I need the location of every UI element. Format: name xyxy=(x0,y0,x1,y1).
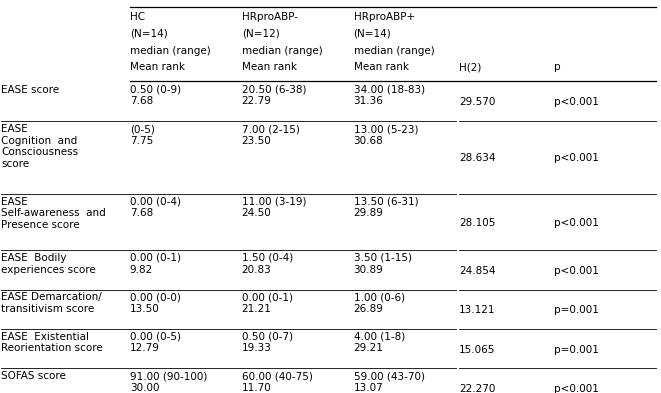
Text: 13.00 (5-23)
30.68: 13.00 (5-23) 30.68 xyxy=(354,124,418,146)
Text: 4.00 (1-8)
29.21: 4.00 (1-8) 29.21 xyxy=(354,332,405,353)
Text: 0.00 (0-1)
21.21: 0.00 (0-1) 21.21 xyxy=(242,292,293,314)
Text: 29.570: 29.570 xyxy=(459,97,495,107)
Text: EASE Demarcation/
transitivism score: EASE Demarcation/ transitivism score xyxy=(1,292,102,314)
Text: 20.50 (6-38)
22.79: 20.50 (6-38) 22.79 xyxy=(242,84,306,106)
Text: 0.00 (0-0)
13.50: 0.00 (0-0) 13.50 xyxy=(130,292,180,314)
Text: p<0.001: p<0.001 xyxy=(555,97,599,107)
Text: 1.50 (0-4)
20.83: 1.50 (0-4) 20.83 xyxy=(242,253,293,275)
Text: (0-5)
7.75: (0-5) 7.75 xyxy=(130,124,155,146)
Text: Mean rank: Mean rank xyxy=(354,62,408,72)
Text: 60.00 (40-75)
11.70: 60.00 (40-75) 11.70 xyxy=(242,371,313,393)
Text: 24.854: 24.854 xyxy=(459,266,495,276)
Text: 15.065: 15.065 xyxy=(459,345,495,354)
Text: 11.00 (3-19)
24.50: 11.00 (3-19) 24.50 xyxy=(242,197,306,219)
Text: EASE  Existential
Reorientation score: EASE Existential Reorientation score xyxy=(1,332,103,353)
Text: EASE  Bodily
experiences score: EASE Bodily experiences score xyxy=(1,253,96,275)
Text: 22.270: 22.270 xyxy=(459,384,495,393)
Text: 28.634: 28.634 xyxy=(459,154,495,163)
Text: SOFAS score: SOFAS score xyxy=(1,371,66,381)
Text: 3.50 (1-15)
30.89: 3.50 (1-15) 30.89 xyxy=(354,253,412,275)
Text: HRproABP-: HRproABP- xyxy=(242,12,297,22)
Text: 91.00 (90-100)
30.00: 91.00 (90-100) 30.00 xyxy=(130,371,207,393)
Text: p=0.001: p=0.001 xyxy=(555,305,599,315)
Text: p<0.001: p<0.001 xyxy=(555,266,599,276)
Text: 0.00 (0-4)
7.68: 0.00 (0-4) 7.68 xyxy=(130,197,180,219)
Text: EASE
Cognition  and
Consciousness
score: EASE Cognition and Consciousness score xyxy=(1,124,79,169)
Text: 0.00 (0-1)
9.82: 0.00 (0-1) 9.82 xyxy=(130,253,180,275)
Text: Mean rank: Mean rank xyxy=(130,62,184,72)
Text: 1.00 (0-6)
26.89: 1.00 (0-6) 26.89 xyxy=(354,292,405,314)
Text: 13.121: 13.121 xyxy=(459,305,495,315)
Text: p<0.001: p<0.001 xyxy=(555,218,599,228)
Text: 0.50 (0-9)
7.68: 0.50 (0-9) 7.68 xyxy=(130,84,181,106)
Text: (N=12): (N=12) xyxy=(242,29,280,39)
Text: 59.00 (43-70)
13.07: 59.00 (43-70) 13.07 xyxy=(354,371,424,393)
Text: HRproABP+: HRproABP+ xyxy=(354,12,414,22)
Text: (N=14): (N=14) xyxy=(130,29,167,39)
Text: p: p xyxy=(555,62,561,72)
Text: (N=14): (N=14) xyxy=(354,29,391,39)
Text: Mean rank: Mean rank xyxy=(242,62,297,72)
Text: 0.00 (0-5)
12.79: 0.00 (0-5) 12.79 xyxy=(130,332,180,353)
Text: median (range): median (range) xyxy=(130,46,210,55)
Text: median (range): median (range) xyxy=(354,46,434,55)
Text: p=0.001: p=0.001 xyxy=(555,345,599,354)
Text: H(2): H(2) xyxy=(459,62,481,72)
Text: median (range): median (range) xyxy=(242,46,323,55)
Text: 28.105: 28.105 xyxy=(459,218,495,228)
Text: 7.00 (2-15)
23.50: 7.00 (2-15) 23.50 xyxy=(242,124,299,146)
Text: EASE
Self-awareness  and
Presence score: EASE Self-awareness and Presence score xyxy=(1,197,106,230)
Text: p<0.001: p<0.001 xyxy=(555,384,599,393)
Text: EASE score: EASE score xyxy=(1,84,59,95)
Text: HC: HC xyxy=(130,12,145,22)
Text: 13.50 (6-31)
29.89: 13.50 (6-31) 29.89 xyxy=(354,197,418,219)
Text: p<0.001: p<0.001 xyxy=(555,154,599,163)
Text: 34.00 (18-83)
31.36: 34.00 (18-83) 31.36 xyxy=(354,84,424,106)
Text: 0.50 (0-7)
19.33: 0.50 (0-7) 19.33 xyxy=(242,332,293,353)
